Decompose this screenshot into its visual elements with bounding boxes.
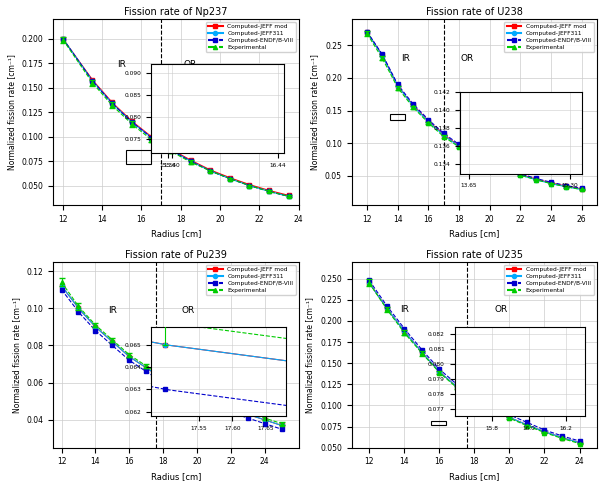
Y-axis label: Normalized fission rate [cm⁻¹]: Normalized fission rate [cm⁻¹] (310, 54, 320, 170)
Title: Fission rate of U235: Fission rate of U235 (426, 249, 523, 260)
Text: IR: IR (401, 54, 410, 63)
Text: OR: OR (182, 306, 195, 315)
Text: IR: IR (117, 60, 126, 68)
X-axis label: Radius [cm]: Radius [cm] (150, 472, 201, 481)
Legend: Computed-JEFF mod, Computed-JEFF311, Computed-ENDF/B-VIII, Experimental: Computed-JEFF mod, Computed-JEFF311, Com… (206, 264, 295, 295)
Text: IR: IR (108, 306, 117, 315)
X-axis label: Radius [cm]: Radius [cm] (449, 472, 500, 481)
Bar (431, 421, 446, 425)
Bar (390, 114, 405, 121)
Legend: Computed-JEFF mod, Computed-JEFF311, Computed-ENDF/B-VIII, Experimental: Computed-JEFF mod, Computed-JEFF311, Com… (504, 22, 594, 52)
Text: OR: OR (494, 305, 507, 314)
Title: Fission rate of U238: Fission rate of U238 (426, 7, 523, 17)
Y-axis label: Normalized fission rate [cm⁻¹]: Normalized fission rate [cm⁻¹] (7, 54, 16, 170)
Text: IR: IR (400, 305, 409, 314)
X-axis label: Radius [cm]: Radius [cm] (449, 229, 500, 239)
Y-axis label: Normalized fission rate [cm⁻¹]: Normalized fission rate [cm⁻¹] (12, 297, 21, 413)
Text: OR: OR (460, 54, 474, 63)
Legend: Computed-JEFF mod, Computed-JEFF311, Computed-ENDF/B-VIII, Experimental: Computed-JEFF mod, Computed-JEFF311, Com… (206, 22, 295, 52)
Bar (126, 150, 151, 164)
X-axis label: Radius [cm]: Radius [cm] (150, 229, 201, 239)
Text: OR: OR (184, 60, 197, 68)
Legend: Computed-JEFF mod, Computed-JEFF311, Computed-ENDF/B-VIII, Experimental: Computed-JEFF mod, Computed-JEFF311, Com… (504, 264, 594, 295)
Y-axis label: Normalized fission rate [cm⁻¹]: Normalized fission rate [cm⁻¹] (306, 297, 315, 413)
Title: Fission rate of Np237: Fission rate of Np237 (124, 7, 228, 17)
Title: Fission rate of Pu239: Fission rate of Pu239 (125, 249, 226, 260)
Bar (151, 369, 163, 379)
